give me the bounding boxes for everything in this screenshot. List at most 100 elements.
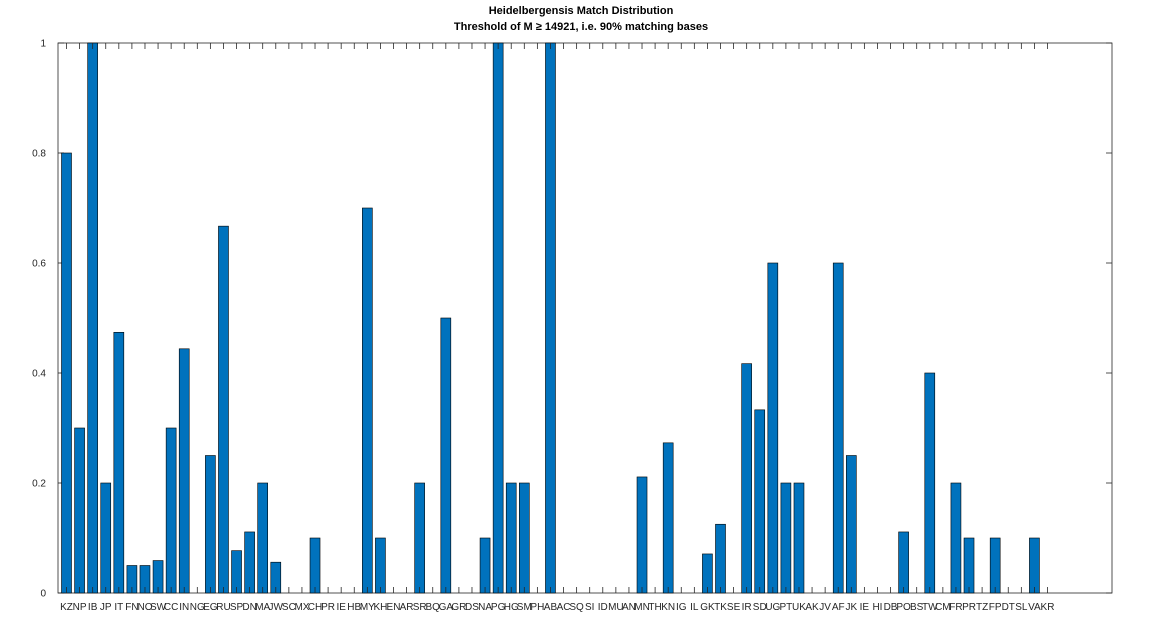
x-tick-label: KR xyxy=(1041,602,1055,613)
x-tick-label: MU xyxy=(608,602,624,613)
bar-va xyxy=(1029,537,1040,594)
x-tick-label: IB xyxy=(88,602,98,613)
x-tick-label: MY xyxy=(360,602,375,613)
x-tick-label: FR xyxy=(949,602,962,613)
bar-dn xyxy=(244,531,255,594)
x-tick-label: ID xyxy=(598,602,608,613)
x-tick-label: AF xyxy=(832,602,845,613)
x-tick-label: NO xyxy=(137,602,152,613)
x-tick-label: AR xyxy=(400,602,414,613)
x-tick-label: VA xyxy=(1028,602,1041,613)
bar-jp xyxy=(100,482,112,594)
x-tick-label: MN xyxy=(634,602,650,613)
bar-jk xyxy=(845,455,857,594)
x-tick-label: CM xyxy=(935,602,951,613)
x-tick-label: SL xyxy=(1015,602,1028,613)
x-tick-label: IR xyxy=(742,602,752,613)
x-tick-label: GK xyxy=(700,602,715,613)
x-tick-label: PH xyxy=(530,602,544,613)
bar-my xyxy=(362,207,373,594)
chart-title: Heidelbergensis Match Distribution xyxy=(489,5,674,17)
x-tick-label: TW xyxy=(922,602,938,613)
bar-np xyxy=(74,427,85,594)
x-tick-label: FP xyxy=(989,602,1002,613)
x-tick-label: JP xyxy=(100,602,112,613)
plot-area-frame xyxy=(57,42,1113,594)
x-tick-label: CC xyxy=(164,602,178,613)
bar-kn xyxy=(662,442,674,594)
y-tick-label: 0.6 xyxy=(32,259,46,270)
bar-hg xyxy=(505,482,517,594)
bar-tk xyxy=(715,523,726,594)
x-tick-label: SD xyxy=(753,602,767,613)
bar-kz xyxy=(61,152,72,594)
bar-fr xyxy=(950,482,962,594)
x-tick-label: JW xyxy=(269,602,284,613)
x-tick-label: KN xyxy=(661,602,675,613)
bar-sp xyxy=(231,550,242,594)
x-tick-label: SM xyxy=(517,602,532,613)
bar-ru xyxy=(218,225,229,594)
x-tick-label: DT xyxy=(1002,602,1015,613)
bars xyxy=(61,42,1040,594)
bar-sr xyxy=(414,482,425,594)
bar-kh xyxy=(375,537,386,594)
x-tick-label: RU xyxy=(216,602,230,613)
x-tick-label: IL xyxy=(690,602,699,613)
x-tick-label: HG xyxy=(504,602,519,613)
bar-mn xyxy=(636,476,648,594)
x-tick-label: UG xyxy=(765,602,780,613)
y-axis: 0 0.2 0.4 0.6 0.8 1 xyxy=(32,39,1112,600)
bar-sm xyxy=(518,482,530,594)
x-tick-label: PG xyxy=(491,602,506,613)
bar-ga xyxy=(440,317,452,594)
x-tick-label: MA xyxy=(255,602,270,613)
x-tick-label: IE xyxy=(860,602,870,613)
bar-af xyxy=(832,262,844,594)
x-tick-label: BQ xyxy=(426,602,441,613)
x-tick-label: JK xyxy=(845,602,857,613)
x-tick-label: JV xyxy=(819,602,831,613)
x-tick-label: AN xyxy=(622,602,636,613)
x-tick-label: PR xyxy=(321,602,335,613)
bar-fp xyxy=(989,537,1001,594)
x-tick-label: SC xyxy=(282,602,296,613)
chart-subtitle: Threshold of M ≥ 14921, i.e. 90% matchin… xyxy=(454,21,708,33)
x-tick-label: KZ xyxy=(60,602,73,613)
bar-ma xyxy=(257,482,269,594)
bar-eg xyxy=(205,455,216,594)
bar-ib xyxy=(87,42,98,594)
bar-na xyxy=(479,537,491,594)
x-tick-label: MX xyxy=(294,602,309,613)
x-tick-label: DS xyxy=(465,602,479,613)
x-tick-label: EN xyxy=(387,602,401,613)
x-tick-label: KH xyxy=(373,602,387,613)
x-tick-label: CH xyxy=(308,602,322,613)
x-tick-label: IE xyxy=(336,602,346,613)
bar-sd xyxy=(754,409,766,594)
x-tick-label: TH xyxy=(648,602,661,613)
x-tick-label: EG xyxy=(203,602,218,613)
y-tick-label: 0.2 xyxy=(32,479,46,490)
bar-ch xyxy=(309,537,321,594)
x-tick-label: NA xyxy=(478,602,492,613)
x-tick-label: NG xyxy=(190,602,205,613)
x-tick-label: SW xyxy=(150,602,167,613)
x-tick-label: SR xyxy=(413,602,427,613)
y-tick-label: 0.8 xyxy=(32,149,46,160)
y-tick-label: 0 xyxy=(40,589,46,600)
x-tick-label: PT xyxy=(780,602,793,613)
x-tick-label: HI xyxy=(872,602,882,613)
bar-ug xyxy=(767,262,779,594)
bar-ir xyxy=(741,363,752,594)
x-tick-label: IT xyxy=(114,602,123,613)
bar-it xyxy=(113,331,125,594)
x-tick-label: SQ xyxy=(569,602,584,613)
x-tick-label: DB xyxy=(884,602,898,613)
x-tick-label: PR xyxy=(962,602,976,613)
x-tick-label: GA xyxy=(439,602,454,613)
x-tick-label: SI xyxy=(585,602,594,613)
bar-pg xyxy=(492,42,504,594)
